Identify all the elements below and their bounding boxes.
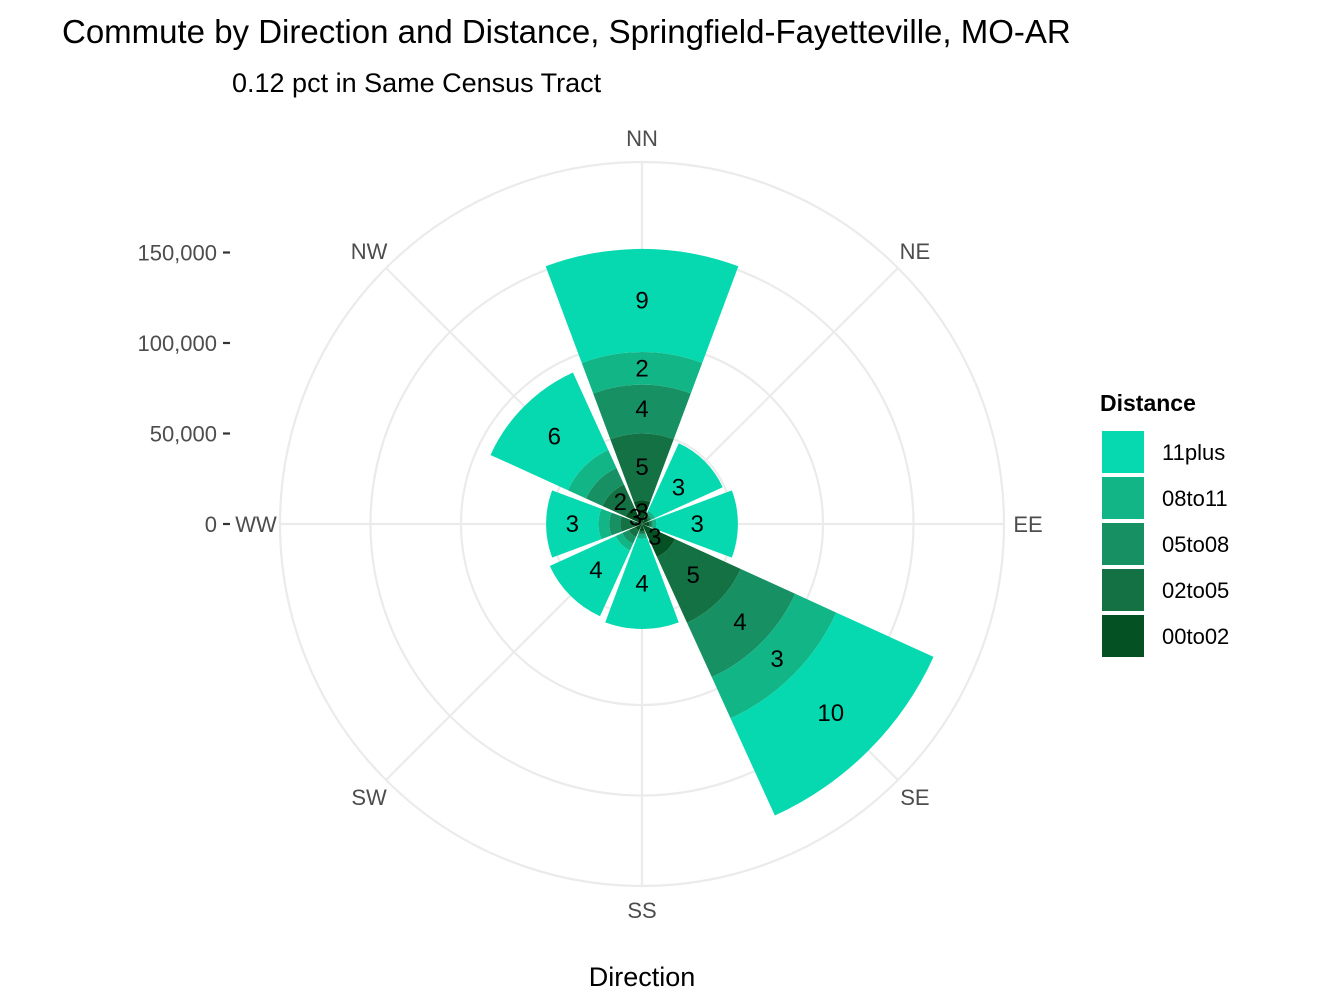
legend-swatch-02to05 bbox=[1102, 569, 1144, 611]
segment-label: 6 bbox=[548, 423, 561, 450]
direction-label-NE: NE bbox=[900, 239, 931, 264]
segment-label: 3 bbox=[566, 511, 579, 538]
bar-segment-WW-08to11 bbox=[598, 508, 612, 540]
bar-segment-SW-00to02 bbox=[635, 524, 642, 531]
bar-segment-SE-02to05 bbox=[657, 539, 741, 623]
direction-label-EE: EE bbox=[1013, 512, 1042, 537]
segment-label: 2 bbox=[635, 355, 648, 382]
segment-label: 3 bbox=[648, 524, 661, 551]
segment-label: 9 bbox=[635, 287, 648, 314]
radial-tick-label: 0 bbox=[205, 512, 217, 537]
bar-segment-SW-02to05 bbox=[628, 527, 639, 538]
segment-label: 3 bbox=[672, 475, 685, 502]
segment-label: 4 bbox=[589, 557, 602, 584]
legend-swatch-11plus bbox=[1102, 431, 1144, 473]
bar-segment-SE-08to11 bbox=[711, 593, 837, 719]
segment-label: 5 bbox=[635, 454, 648, 481]
bar-segment-EE-05to08 bbox=[650, 520, 653, 528]
legend-label-00to02: 00to02 bbox=[1162, 624, 1229, 649]
bar-segment-WW-00to02 bbox=[634, 521, 642, 527]
legend-label-02to05: 02to05 bbox=[1162, 578, 1229, 603]
bar-segment-SW-11plus bbox=[549, 536, 630, 617]
bar-segment-NN-05to08 bbox=[593, 384, 691, 440]
bar-segment-NE-08to11 bbox=[646, 510, 656, 520]
radial-tick-label: 150,000 bbox=[137, 241, 217, 266]
bar-segment-NE-11plus bbox=[648, 443, 723, 518]
segment-label: 4 bbox=[733, 609, 746, 636]
bar-segment-NE-05to08 bbox=[645, 514, 652, 521]
bar-segment-NW-05to08 bbox=[586, 468, 624, 506]
legend: Distance 11plus 08to11 05to08 02to05 00to02 bbox=[1100, 390, 1229, 657]
direction-label-SW: SW bbox=[351, 785, 387, 810]
bar-segment-WW-02to05 bbox=[620, 516, 636, 532]
legend-title: Distance bbox=[1100, 390, 1196, 416]
bar-segment-NN-08to11 bbox=[581, 352, 703, 394]
legend-swatch-05to08 bbox=[1102, 523, 1144, 565]
legend-label-11plus: 11plus bbox=[1162, 440, 1225, 465]
bar-segments bbox=[490, 248, 934, 816]
segment-label: 3 bbox=[770, 646, 783, 673]
bar-segment-SS-02to05 bbox=[638, 530, 646, 534]
bar-segment-NW-02to05 bbox=[602, 484, 635, 517]
direction-label-NW: NW bbox=[351, 239, 388, 264]
chart-title: Commute by Direction and Distance, Sprin… bbox=[62, 13, 1071, 50]
bar-segment-WW-05to08 bbox=[609, 512, 622, 536]
direction-label-WW: WW bbox=[235, 512, 277, 537]
bar-segment-NN-00to02 bbox=[633, 500, 651, 524]
legend-label-05to08: 05to08 bbox=[1162, 532, 1229, 557]
bar-segment-NW-08to11 bbox=[567, 449, 617, 499]
bar-segment-SS-11plus bbox=[605, 537, 679, 629]
bar-segment-EE-02to05 bbox=[648, 520, 652, 528]
direction-labels: NN NE EE SE SS SW WW NW bbox=[235, 126, 1042, 923]
bar-segment-NW-11plus bbox=[490, 372, 609, 491]
segment-label: 3 bbox=[635, 499, 648, 526]
bar-segment-SE-00to02 bbox=[642, 524, 675, 557]
bar-segment-SS-08to11 bbox=[636, 534, 648, 539]
bar-segment-SS-00to02 bbox=[639, 524, 645, 532]
bar-segment-EE-08to11 bbox=[652, 518, 657, 530]
bar-segment-NE-00to02 bbox=[642, 517, 649, 524]
bar-segment-SE-11plus bbox=[730, 612, 934, 816]
bar-segment-EE-11plus bbox=[655, 490, 738, 558]
bar-segment-SE-05to08 bbox=[687, 569, 796, 678]
segment-label: 5 bbox=[687, 562, 700, 589]
legend-swatch-08to11 bbox=[1102, 477, 1144, 519]
radial-axis: 0 50,000 100,000 150,000 bbox=[137, 241, 230, 537]
bar-segment-NE-02to05 bbox=[645, 515, 651, 521]
bar-segment-NN-02to05 bbox=[610, 433, 674, 502]
segment-label: 4 bbox=[635, 396, 648, 423]
legend-label-08to11: 08to11 bbox=[1162, 486, 1228, 511]
chart-subtitle: 0.12 pct in Same Census Tract bbox=[232, 68, 602, 98]
legend-swatch-00to02 bbox=[1102, 615, 1144, 657]
bar-segment-SS-05to08 bbox=[638, 532, 646, 535]
bar-segment-WW-11plus bbox=[546, 490, 602, 558]
segment-label: 2 bbox=[614, 489, 627, 516]
radial-tick-label: 100,000 bbox=[137, 331, 217, 356]
bar-segment-SW-08to11 bbox=[615, 533, 633, 551]
bar-segment-NN-11plus bbox=[545, 248, 739, 363]
segment-label: 3 bbox=[691, 511, 704, 538]
direction-label-SS: SS bbox=[627, 898, 656, 923]
bar-segment-SW-05to08 bbox=[622, 530, 636, 544]
segment-label: 10 bbox=[817, 700, 844, 727]
segment-label: 4 bbox=[635, 571, 648, 598]
segment-label: 3 bbox=[629, 505, 642, 532]
bar-segment-NW-00to02 bbox=[625, 507, 642, 524]
direction-label-SE: SE bbox=[900, 785, 929, 810]
direction-label-NN: NN bbox=[626, 126, 658, 151]
x-axis-label: Direction bbox=[589, 962, 696, 992]
radial-tick-label: 50,000 bbox=[150, 422, 217, 447]
bar-segment-EE-00to02 bbox=[642, 521, 650, 527]
